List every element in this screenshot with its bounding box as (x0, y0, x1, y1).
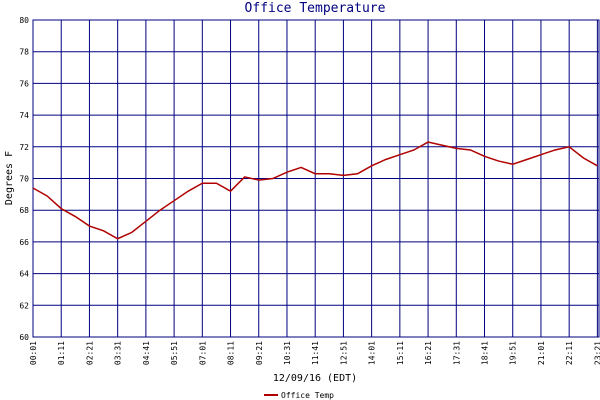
x-tick-label: 10:31 (283, 341, 292, 365)
x-axis-label: 12/09/16 (EDT) (273, 373, 357, 384)
x-tick-label: 16:21 (424, 341, 433, 365)
x-tick-label: 11:41 (311, 341, 320, 365)
y-tick-label: 60 (19, 333, 29, 342)
y-axis-label: Degrees F (4, 151, 15, 205)
x-tick-label: 05:51 (170, 341, 179, 365)
x-tick-label: 14:01 (368, 341, 377, 365)
x-tick-label: 15:11 (396, 341, 405, 365)
y-tick-label: 64 (19, 270, 29, 279)
y-tick-label: 68 (19, 206, 29, 215)
x-tick-label: 03:31 (114, 341, 123, 365)
x-tick-label: 00:01 (29, 341, 38, 365)
chart-title: Office Temperature (245, 1, 386, 16)
x-tick-label: 23:21 (593, 341, 600, 365)
x-tick-label: 21:01 (537, 341, 546, 365)
y-tick-label: 76 (19, 79, 29, 88)
x-tick-label: 22:11 (565, 341, 574, 365)
x-tick-label: 01:11 (57, 341, 66, 365)
y-tick-label: 66 (19, 238, 29, 247)
y-tick-label: 70 (19, 175, 29, 184)
y-tick-label: 78 (19, 48, 29, 57)
y-tick-label: 62 (19, 301, 29, 310)
x-tick-label: 09:21 (255, 341, 264, 365)
y-tick-label: 74 (19, 111, 29, 120)
data-line (32, 141, 598, 240)
y-tick-label: 80 (19, 16, 29, 25)
x-tick-label: 12:51 (339, 341, 348, 365)
x-tick-label: 04:41 (142, 341, 151, 365)
x-tick-label: 19:51 (509, 341, 518, 365)
x-tick-label: 07:01 (198, 341, 207, 365)
x-tick-label: 08:11 (227, 341, 236, 365)
legend-label: Office Temp (281, 391, 334, 400)
y-tick-label: 72 (19, 143, 29, 152)
x-tick-label: 17:31 (452, 341, 461, 365)
x-tick-label: 18:41 (481, 341, 490, 365)
x-tick-label: 02:21 (85, 341, 94, 365)
